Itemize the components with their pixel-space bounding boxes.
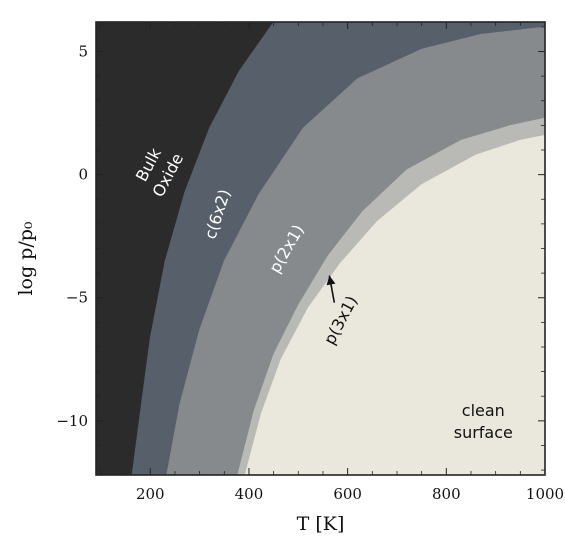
x-tick-label: 600 [333,485,362,503]
regions-layer [95,21,546,476]
x-axis-ticks: 200 400 600 800 1000 [100,22,564,503]
x-tick-label: 800 [432,485,461,503]
y-axis-title: log p/p₀ [15,221,37,295]
region-label-clean-surface: clean surface [454,401,513,442]
y-tick-label: −10 [56,412,88,430]
y-tick-label: 0 [78,166,88,184]
arrow-annotation [326,275,336,303]
x-tick-label: 1000 [526,485,564,503]
y-tick-label: −5 [66,289,88,307]
x-axis-title: T [K] [297,513,345,535]
y-tick-label: 5 [78,43,88,61]
annotations [326,275,336,303]
y-axis-ticks: 5 0 −5 −10 [56,26,545,471]
x-tick-label: 400 [235,485,264,503]
x-tick-label: 200 [136,485,165,503]
